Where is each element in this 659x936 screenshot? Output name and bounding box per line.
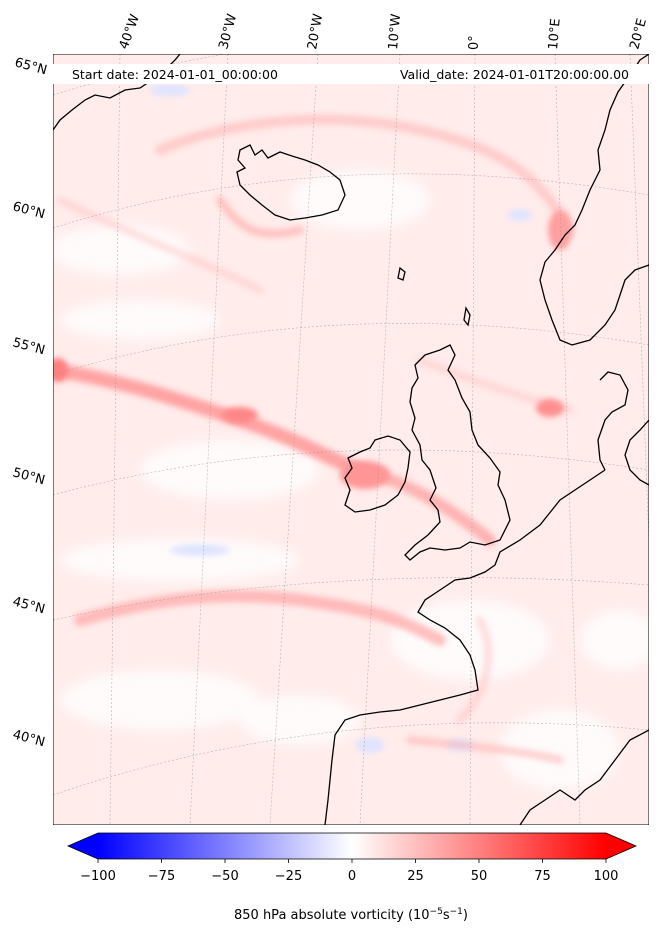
colorbar-label-mid: s (443, 908, 450, 923)
colorbar-tick-label: 50 (471, 869, 488, 884)
lat-label-65n: 65°N (13, 55, 49, 78)
lat-label-55n: 55°N (11, 335, 47, 358)
iceland-coast (236, 144, 346, 221)
colorbar-tick-label: −100 (80, 869, 116, 884)
baltic-coast (624, 419, 649, 486)
colorbar-tick-label: −75 (148, 869, 175, 884)
latitude-labels: 65°N 60°N 55°N 50°N 45°N 40°N (11, 55, 49, 750)
colorbar-extend-min (68, 833, 98, 859)
colorbar-label: 850 hPa absolute vorticity (10−5s−1) (234, 907, 468, 923)
colorbar-tick-label: −25 (275, 869, 302, 884)
colorbar-gradient (98, 833, 606, 859)
lat-label-45n: 45°N (11, 594, 47, 617)
coastlines (53, 54, 649, 825)
lat-label-60n: 60°N (11, 199, 47, 222)
lon-label-10e: 10°E (546, 18, 564, 50)
colorbar: −100 −75 −50 −25 0 25 50 75 100 850 hPa absolute… (66, 832, 638, 923)
colorbar-tick-label: 0 (348, 869, 356, 884)
denmark-coast (597, 371, 629, 471)
colorbar-tick-label: 75 (534, 869, 551, 884)
start-date-label: Start date: 2024-01-01_00:00:00 (72, 67, 278, 82)
lat-label-50n: 50°N (11, 465, 47, 488)
lon-label-20w: 20°W (305, 13, 326, 51)
lon-label-10w: 10°W (386, 13, 404, 50)
lon-label-0: 0° (467, 35, 482, 50)
ireland-coast (344, 435, 411, 513)
colorbar-label-exp1: −5 (430, 907, 443, 917)
lon-label-30w: 30°W (216, 12, 240, 51)
continent-coast (324, 469, 606, 825)
faroe-coast (397, 266, 406, 281)
info-bar-background (53, 64, 649, 84)
graticule (53, 54, 649, 825)
lon-label-20e: 20°E (627, 17, 650, 51)
valid-date-label: Valid_date: 2024-01-01T20:00:00.00 (400, 67, 629, 82)
colorbar-tick-label: −50 (211, 869, 238, 884)
colorbar-tick-label: 100 (594, 869, 619, 884)
britain-coast (404, 344, 511, 561)
map-panel (53, 54, 649, 825)
colorbar-label-main: 850 hPa absolute vorticity (10 (234, 908, 430, 923)
colorbar-label-end: ) (463, 908, 468, 923)
mediterranean-coast (519, 729, 649, 825)
lat-label-40n: 40°N (11, 727, 47, 750)
colorbar-ticks: −100 −75 −50 −25 0 25 50 75 100 (80, 859, 618, 884)
colorbar-tick-label: 25 (407, 869, 424, 884)
shetland-coast (463, 306, 471, 327)
norway-coast (539, 54, 649, 346)
longitude-labels: 40°W 30°W 20°W 10°W 0° 10°E 20°E (117, 12, 650, 51)
colorbar-extend-max (606, 833, 636, 859)
lon-label-40w: 40°W (117, 12, 143, 51)
colorbar-label-exp2: −1 (450, 907, 463, 917)
